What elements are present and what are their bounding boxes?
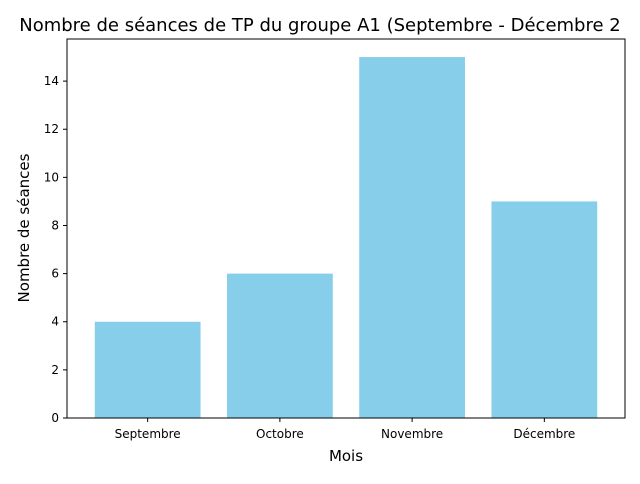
plot-area bbox=[94, 57, 598, 419]
y-tick-label: 4 bbox=[51, 315, 59, 329]
y-tick-label: 2 bbox=[51, 363, 59, 377]
bar bbox=[94, 321, 201, 418]
bar bbox=[226, 273, 333, 418]
y-tick-label: 12 bbox=[44, 122, 59, 136]
y-tick-label: 0 bbox=[51, 411, 59, 425]
y-axis-label: Nombre de séances bbox=[15, 153, 33, 302]
plot-frame bbox=[66, 38, 626, 419]
x-tick-label: Novembre bbox=[381, 427, 443, 441]
y-tick-label: 10 bbox=[44, 170, 59, 184]
bar bbox=[359, 57, 466, 419]
x-tick-label: Septembre bbox=[115, 427, 181, 441]
y-tick-label: 8 bbox=[51, 218, 59, 232]
x-tick-label: Décembre bbox=[513, 427, 575, 441]
x-axis-label: Mois bbox=[329, 447, 363, 465]
x-tick-label: Octobre bbox=[256, 427, 304, 441]
y-axis: 0 2 4 6 8 10 12 14 bbox=[44, 74, 67, 425]
chart-title: Nombre de séances de TP du groupe A1 (Se… bbox=[19, 15, 621, 36]
y-tick-label: 6 bbox=[51, 267, 59, 281]
y-tick-label: 14 bbox=[44, 74, 59, 88]
x-axis: Septembre Octobre Novembre Décembre bbox=[115, 418, 575, 441]
bar bbox=[491, 201, 598, 418]
